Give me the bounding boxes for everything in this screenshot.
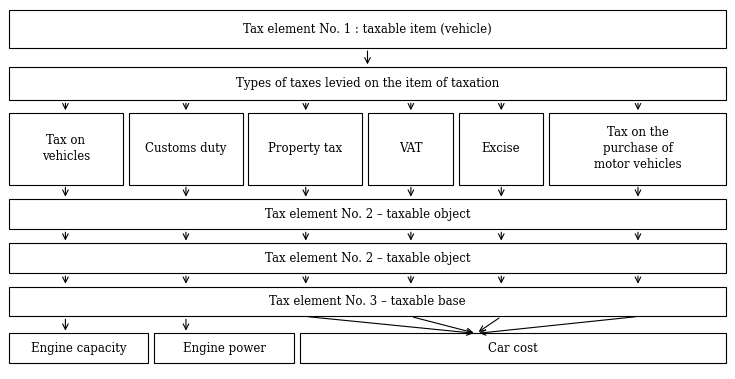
FancyBboxPatch shape <box>549 113 726 185</box>
Text: Tax element No. 3 – taxable base: Tax element No. 3 – taxable base <box>269 295 466 308</box>
Text: Excise: Excise <box>481 142 520 155</box>
Text: Tax on the
purchase of
motor vehicles: Tax on the purchase of motor vehicles <box>594 126 681 171</box>
FancyBboxPatch shape <box>368 113 453 185</box>
FancyBboxPatch shape <box>9 113 123 185</box>
Text: Car cost: Car cost <box>488 342 538 355</box>
FancyBboxPatch shape <box>9 334 148 363</box>
FancyBboxPatch shape <box>9 67 726 100</box>
FancyBboxPatch shape <box>9 243 726 273</box>
Text: Engine capacity: Engine capacity <box>31 342 126 355</box>
Text: Types of taxes levied on the item of taxation: Types of taxes levied on the item of tax… <box>236 77 499 90</box>
Text: Tax element No. 2 – taxable object: Tax element No. 2 – taxable object <box>265 208 470 221</box>
FancyBboxPatch shape <box>154 334 294 363</box>
Text: Tax element No. 2 – taxable object: Tax element No. 2 – taxable object <box>265 252 470 265</box>
FancyBboxPatch shape <box>300 334 726 363</box>
Text: VAT: VAT <box>399 142 422 155</box>
Text: Tax on
vehicles: Tax on vehicles <box>42 134 90 163</box>
Text: Customs duty: Customs duty <box>145 142 226 155</box>
FancyBboxPatch shape <box>248 113 362 185</box>
FancyBboxPatch shape <box>9 199 726 229</box>
Text: Tax element No. 1 : taxable item (vehicle): Tax element No. 1 : taxable item (vehicl… <box>243 23 492 36</box>
FancyBboxPatch shape <box>459 113 543 185</box>
FancyBboxPatch shape <box>129 113 243 185</box>
FancyBboxPatch shape <box>9 287 726 316</box>
Text: Engine power: Engine power <box>183 342 265 355</box>
FancyBboxPatch shape <box>9 10 726 48</box>
Text: Property tax: Property tax <box>268 142 343 155</box>
